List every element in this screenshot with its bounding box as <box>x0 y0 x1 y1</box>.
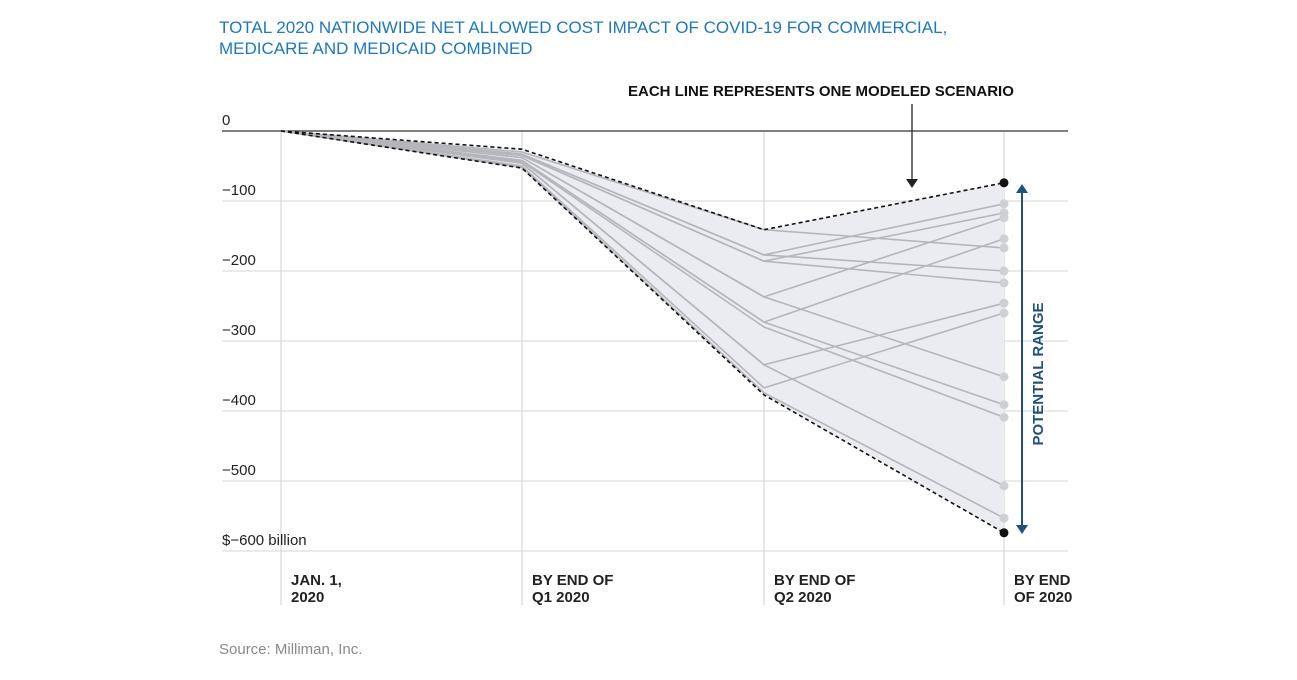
annotation-label: EACH LINE REPRESENTS ONE MODELED SCENARI… <box>628 83 1014 100</box>
x-tick-label: OF 2020 <box>1014 589 1072 606</box>
arrow-up-icon <box>1016 184 1028 193</box>
x-tick-label: BY END <box>1014 572 1071 589</box>
scenario-endpoint <box>999 243 1009 253</box>
x-tick-label: 2020 <box>291 589 324 606</box>
scenario-endpoint <box>999 400 1009 410</box>
scenario-endpoint <box>999 298 1009 308</box>
chart-title: TOTAL 2020 NATIONWIDE NET ALLOWED COST I… <box>219 17 947 59</box>
scenario-endpoint <box>999 308 1009 318</box>
scenario-endpoint <box>999 199 1009 209</box>
lower-bound-line <box>280 130 1005 534</box>
scenario-endpoint <box>999 213 1009 223</box>
scenario-line <box>280 130 1005 284</box>
y-tick-label: −400 <box>222 392 256 409</box>
upper-bound-line <box>280 130 1005 231</box>
x-tick-label: Q2 2020 <box>774 589 832 606</box>
scenario-endpoint <box>999 412 1009 422</box>
scenario-line <box>280 130 1005 378</box>
scenario-line <box>280 130 1005 249</box>
y-tick-label: −300 <box>222 322 256 339</box>
y-tick-label: 0 <box>222 112 230 129</box>
y-tick-label: −200 <box>222 252 256 269</box>
range-label: POTENTIAL RANGE <box>1030 302 1047 445</box>
lower-bound-endpoint <box>999 528 1009 538</box>
x-tick-label: BY END OF <box>774 572 855 589</box>
range-area <box>281 131 1004 533</box>
scenario-line <box>280 130 1005 487</box>
y-tick-label: −500 <box>222 462 256 479</box>
scenario-endpoint <box>999 266 1009 276</box>
arrow-down-icon <box>906 179 918 188</box>
scenario-endpoint <box>999 481 1009 491</box>
x-tick-label: BY END OF <box>532 572 613 589</box>
title-line-2: MEDICARE AND MEDICAID COMBINED <box>219 39 533 58</box>
scenario-endpoint <box>999 278 1009 288</box>
title-line-1: TOTAL 2020 NATIONWIDE NET ALLOWED COST I… <box>219 18 948 37</box>
y-tick-label: $−600 billion <box>222 532 307 549</box>
y-tick-label: −100 <box>222 182 256 199</box>
x-tick-label: Q1 2020 <box>532 589 590 606</box>
scenario-endpoint <box>999 513 1009 523</box>
source-note: Source: Milliman, Inc. <box>219 641 363 658</box>
upper-bound-endpoint <box>999 178 1009 188</box>
scenario-endpoint <box>999 372 1009 382</box>
arrow-down-icon <box>1016 525 1028 534</box>
scenario-endpoint <box>999 234 1009 244</box>
x-tick-label: JAN. 1, <box>291 572 342 589</box>
